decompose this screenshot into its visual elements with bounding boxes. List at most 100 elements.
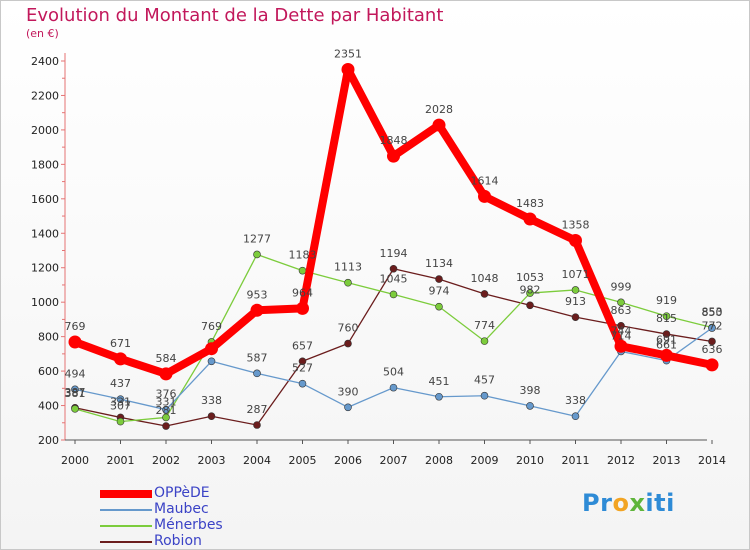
data-point-robion <box>526 301 534 310</box>
x-tick-label: 2002 <box>152 454 180 467</box>
value-label-robion: 338 <box>201 394 222 407</box>
value-label-maubec: 398 <box>520 384 541 397</box>
value-label-robion: 331 <box>110 395 131 408</box>
data-point-menerbes <box>344 278 352 287</box>
logo-part: ti <box>654 489 675 517</box>
data-point-maubec <box>344 403 352 412</box>
data-point-oppede <box>569 234 582 248</box>
data-point-robion <box>207 412 216 421</box>
data-point-oppede <box>432 118 446 132</box>
x-tick-label: 2004 <box>243 454 271 467</box>
data-point-oppede <box>250 303 264 317</box>
data-point-maubec <box>708 324 716 332</box>
y-tick-label: 2000 <box>31 124 59 137</box>
value-label-oppede: 636 <box>702 343 723 356</box>
x-tick-label: 2000 <box>61 454 89 467</box>
x-tick-label: 2011 <box>562 454 590 467</box>
y-tick-label: 1400 <box>31 227 59 240</box>
data-point-maubec <box>71 385 79 394</box>
data-point-menerbes <box>571 286 580 294</box>
legend-label: Robion <box>154 533 202 549</box>
legend-swatch <box>100 541 152 543</box>
value-label-maubec: 451 <box>429 375 450 388</box>
legend-label: Ménerbes <box>154 517 223 533</box>
value-label-menerbes: 1071 <box>562 268 590 281</box>
value-label-oppede: 964 <box>292 286 313 299</box>
data-point-menerbes <box>526 289 534 297</box>
x-tick-label: 2012 <box>607 454 635 467</box>
data-point-maubec <box>480 391 489 400</box>
data-point-robion <box>708 337 716 346</box>
data-point-oppede <box>114 352 127 366</box>
y-tick-label: 400 <box>38 400 59 413</box>
x-tick-label: 2005 <box>289 454 317 467</box>
value-label-robion: 863 <box>611 304 632 317</box>
data-point-maubec <box>389 383 398 392</box>
data-point-oppede <box>341 62 355 76</box>
value-label-menerbes: 769 <box>201 320 222 333</box>
legend-swatch <box>100 490 152 498</box>
value-label-oppede: 1483 <box>516 197 544 210</box>
data-point-robion <box>435 275 443 283</box>
value-label-maubec: 457 <box>474 374 495 387</box>
data-point-menerbes <box>71 405 79 413</box>
value-label-oppede: 1848 <box>380 134 408 147</box>
value-label-menerbes: 1113 <box>334 261 362 274</box>
value-label-robion: 913 <box>565 295 586 308</box>
data-point-menerbes <box>298 266 307 275</box>
y-tick-label: 1000 <box>31 296 59 309</box>
value-label-menerbes: 1053 <box>516 271 544 284</box>
value-label-menerbes: 1183 <box>289 249 317 262</box>
value-label-maubec: 504 <box>383 366 404 379</box>
value-label-robion: 387 <box>65 386 86 399</box>
data-point-robion <box>344 339 352 348</box>
legend-label: OPPèDE <box>154 485 210 501</box>
chart-title: Evolution du Montant de la Dette par Hab… <box>26 5 444 26</box>
logo-part: i <box>645 489 655 517</box>
y-tick-label: 2200 <box>31 89 59 102</box>
value-label-oppede: 744 <box>611 324 632 337</box>
value-label-menerbes: 919 <box>656 294 677 307</box>
value-label-maubec: 527 <box>292 362 313 375</box>
value-label-menerbes: 1277 <box>243 232 271 245</box>
x-tick-label: 2003 <box>198 454 226 467</box>
value-label-menerbes: 974 <box>429 285 450 298</box>
data-point-robion <box>389 264 398 273</box>
value-label-maubec: 587 <box>247 351 268 364</box>
value-label-oppede: 691 <box>656 333 677 346</box>
value-label-oppede: 2351 <box>334 47 362 60</box>
value-label-oppede: 671 <box>110 337 131 350</box>
value-label-maubec: 850 <box>702 306 723 319</box>
x-tick-label: 2006 <box>334 454 362 467</box>
value-label-robion: 772 <box>702 319 723 332</box>
data-point-menerbes <box>617 298 625 307</box>
data-point-menerbes <box>389 290 398 299</box>
x-tick-label: 2008 <box>425 454 453 467</box>
data-point-maubec <box>526 402 534 410</box>
value-label-maubec: 437 <box>110 377 131 390</box>
data-point-oppede <box>614 339 628 353</box>
value-label-oppede: 2028 <box>425 103 453 116</box>
x-tick-label: 2001 <box>107 454 135 467</box>
y-tick-label: 1200 <box>31 262 59 275</box>
logo-part: o <box>612 489 630 517</box>
data-point-oppede <box>660 348 673 362</box>
value-label-oppede: 953 <box>247 288 268 301</box>
data-point-oppede <box>159 367 173 381</box>
data-point-menerbes <box>253 250 261 259</box>
value-label-robion: 1048 <box>471 272 499 285</box>
data-point-robion <box>298 357 307 366</box>
data-point-oppede <box>705 358 719 372</box>
y-tick-label: 2400 <box>31 55 59 68</box>
value-label-maubec: 338 <box>565 394 586 407</box>
unit-label: (en €) <box>26 27 59 40</box>
value-label-robion: 1134 <box>425 257 453 270</box>
data-point-robion <box>253 421 261 429</box>
legend-swatch <box>100 509 152 511</box>
data-point-menerbes <box>435 302 443 311</box>
value-label-oppede: 584 <box>156 352 177 365</box>
x-tick-label: 2007 <box>380 454 408 467</box>
data-point-robion <box>162 422 170 430</box>
data-point-maubec <box>162 405 170 414</box>
